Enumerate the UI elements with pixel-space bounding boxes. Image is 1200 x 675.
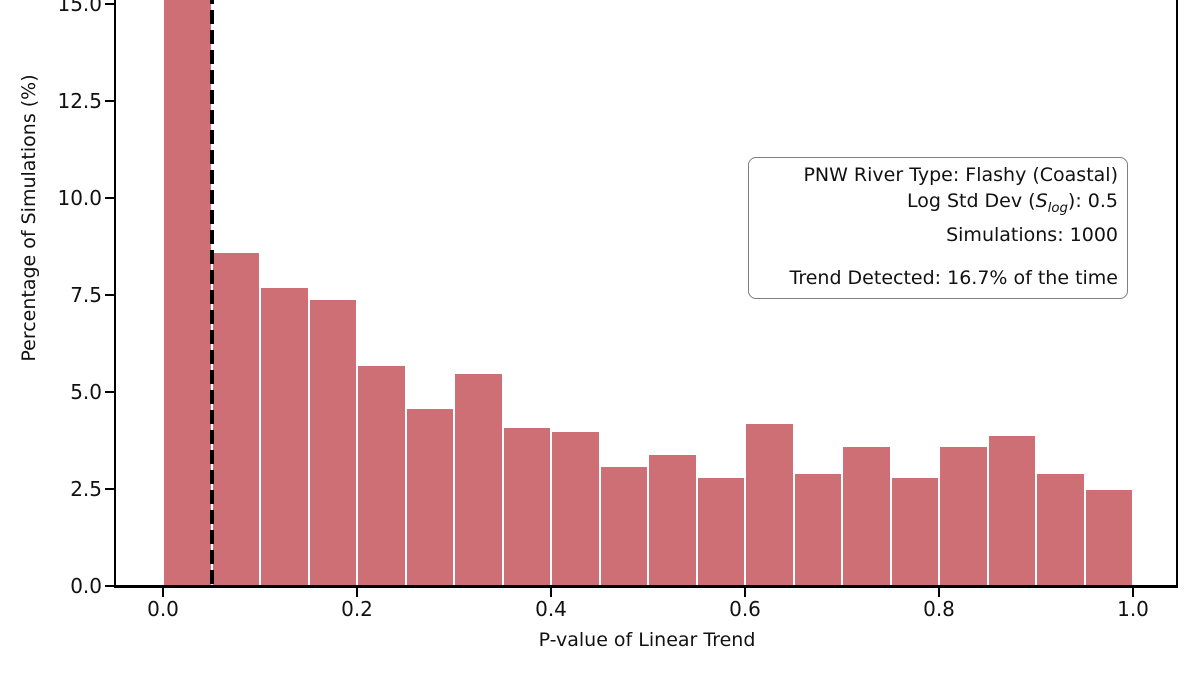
annotation-spacer [758, 248, 1118, 265]
x-tick-label: 0.2 [341, 597, 373, 621]
y-tick-label: 10.0 [57, 186, 102, 210]
y-tick-mark [105, 294, 114, 296]
x-tick-label: 0.8 [923, 597, 955, 621]
y-tick-label: 12.5 [57, 89, 102, 113]
significance-line [209, 0, 214, 586]
annotation-trend-detected: Trend Detected: 16.7% of the time [789, 266, 1118, 289]
histogram-bar [696, 477, 745, 586]
x-tick-mark [356, 587, 358, 597]
y-tick-label: 7.5 [70, 283, 102, 307]
histogram-bar [987, 434, 1036, 586]
x-axis-label: P-value of Linear Trend [538, 629, 756, 651]
slog-subscript: log [1047, 200, 1068, 216]
histogram-bar [939, 446, 988, 586]
annotation-simulations: Simulations: 1000 [946, 223, 1118, 246]
histogram-bar [1084, 489, 1133, 586]
x-tick-mark [938, 587, 940, 597]
left-spine [114, 0, 116, 587]
y-tick-label: 5.0 [70, 380, 102, 404]
x-tick-mark [550, 587, 552, 597]
histogram-bar [842, 446, 891, 586]
y-tick-mark [105, 197, 114, 199]
x-tick-label: 0.6 [729, 597, 761, 621]
histogram-bar [357, 364, 406, 586]
annotation-log-std-dev: Log Std Dev (Slog): 0.5 [758, 188, 1118, 222]
slog-symbol: S [1035, 190, 1048, 212]
y-tick-mark [105, 100, 114, 102]
histogram-bar [211, 252, 260, 586]
histogram-bar [745, 423, 794, 586]
y-tick-mark [105, 3, 114, 5]
x-tick-label: 1.0 [1117, 597, 1149, 621]
histogram-bar [260, 287, 309, 586]
histogram-bar [599, 465, 648, 586]
y-tick-mark [105, 488, 114, 490]
annotation-river-type: PNW River Type: Flashy (Coastal) [803, 164, 1118, 186]
y-tick-mark [105, 391, 114, 393]
x-axis-spine [114, 585, 1178, 588]
histogram-bar [308, 298, 357, 586]
histogram-bar [163, 0, 212, 586]
y-tick-label: 2.5 [70, 477, 102, 501]
histogram-bar [454, 372, 503, 586]
histogram-bar [405, 407, 454, 586]
y-axis-label: Percentage of Simulations (%) [18, 74, 40, 362]
histogram-bar [502, 426, 551, 586]
histogram-bar [1036, 473, 1085, 586]
log-std-dev-prefix: Log Std Dev ( [906, 190, 1036, 212]
histogram-bar [551, 430, 600, 586]
y-tick-mark [105, 585, 114, 587]
y-tick-label: 0.0 [70, 574, 102, 598]
log-std-dev-suffix: ): 0.5 [1067, 190, 1118, 212]
histogram-bar [890, 477, 939, 586]
x-tick-mark [1132, 587, 1134, 597]
y-tick-label: 15.0 [57, 0, 102, 16]
x-tick-mark [744, 587, 746, 597]
annotation-box: PNW River Type: Flashy (Coastal) Log Std… [748, 157, 1128, 299]
x-tick-mark [162, 587, 164, 597]
histogram-bar [648, 454, 697, 586]
x-tick-label: 0.0 [147, 597, 179, 621]
right-spine [1176, 0, 1178, 587]
x-tick-label: 0.4 [535, 597, 567, 621]
histogram-bar [793, 473, 842, 586]
